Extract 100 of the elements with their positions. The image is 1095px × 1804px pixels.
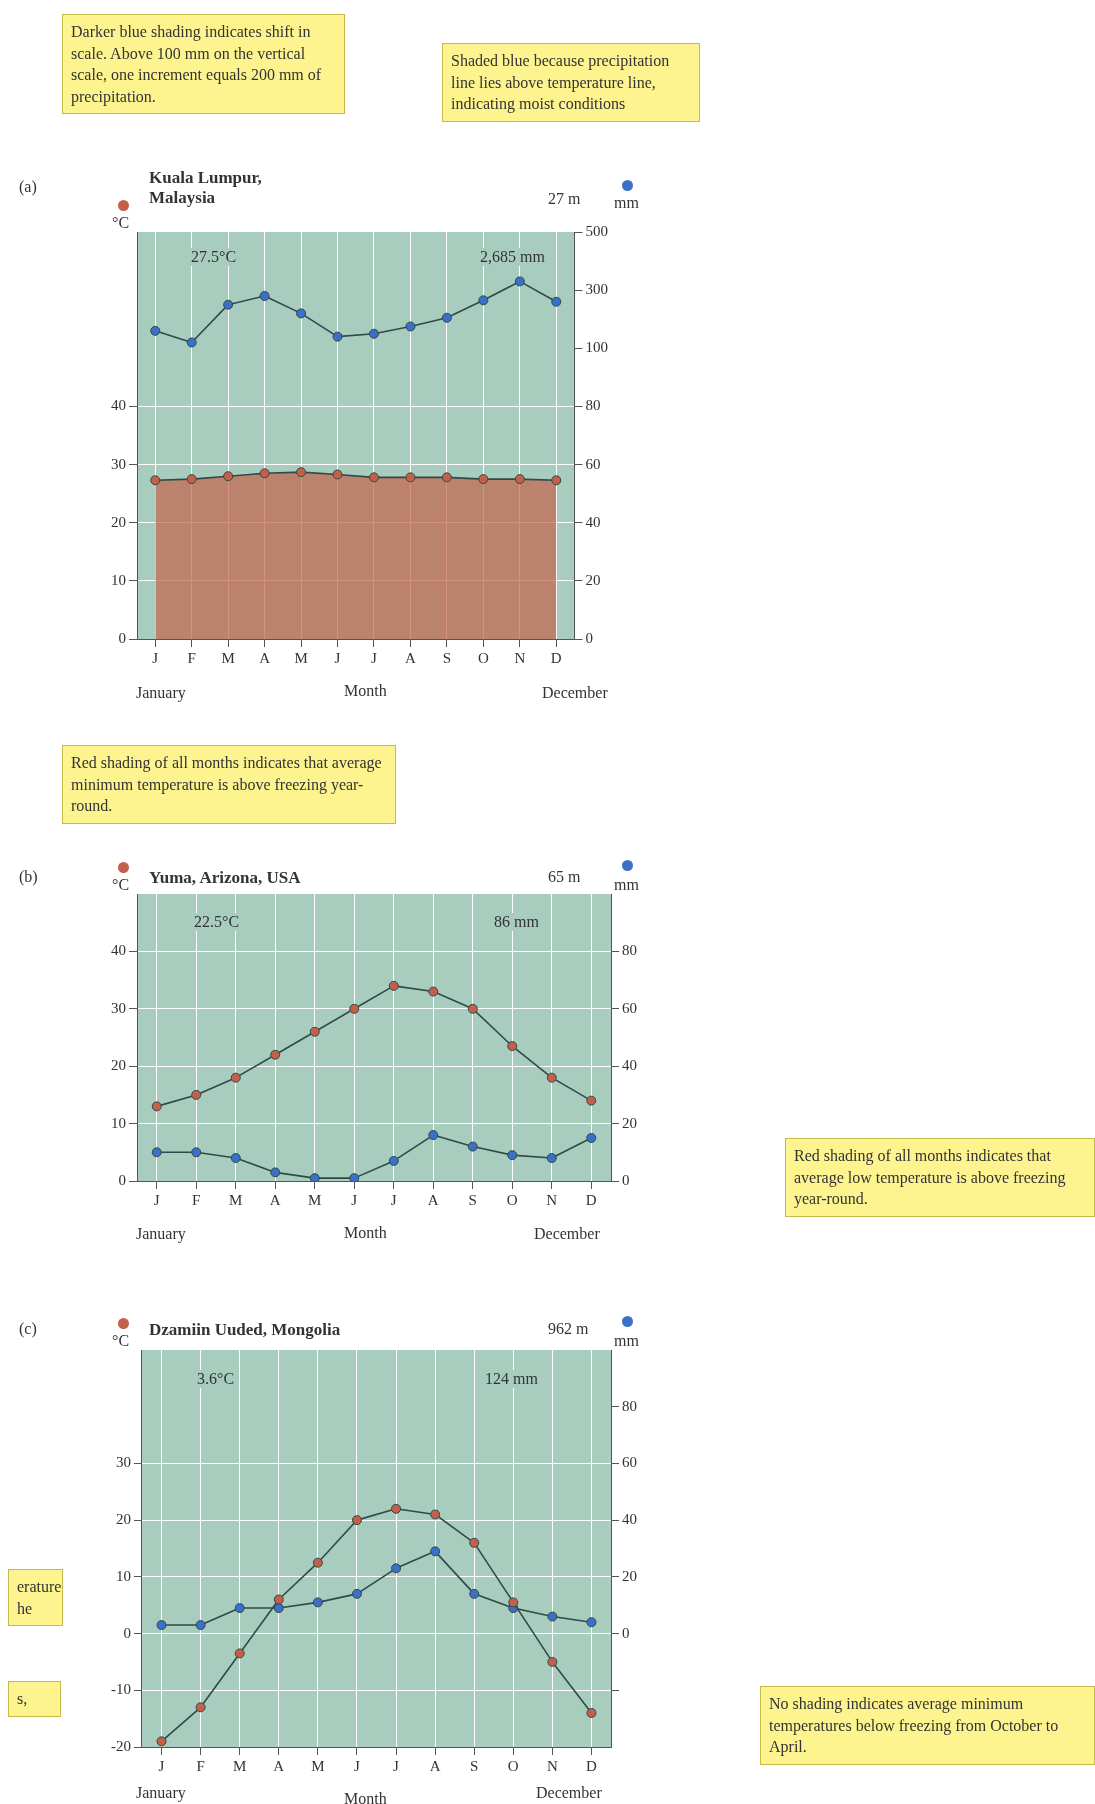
y-axis-title: °C bbox=[112, 1332, 130, 1350]
point bbox=[234, 1648, 245, 1659]
x-tick-label: O bbox=[507, 1757, 519, 1774]
text: December bbox=[541, 684, 609, 702]
text: (c) bbox=[18, 1320, 38, 1338]
y2-axis-title: mm bbox=[614, 1332, 639, 1350]
y-tick-label: 10 bbox=[116, 1567, 131, 1584]
point bbox=[332, 331, 343, 342]
y-tick-label: 30 bbox=[116, 1454, 131, 1471]
y-tick-label: -20 bbox=[111, 1737, 131, 1754]
point bbox=[430, 1546, 441, 1557]
chart-title: Dzamiin Uuded, Mongolia bbox=[149, 1320, 341, 1340]
x-tick-label: S bbox=[442, 649, 452, 666]
x-tick-label: J bbox=[351, 1191, 358, 1208]
point bbox=[547, 1656, 558, 1667]
text: January bbox=[135, 1225, 187, 1243]
y2-tick-label: 0 bbox=[585, 629, 593, 646]
x-tick-label: A bbox=[259, 649, 271, 666]
y2-tick-label: 0 bbox=[622, 1624, 630, 1641]
point bbox=[349, 1003, 360, 1014]
y2-tick-label: 40 bbox=[622, 1511, 637, 1528]
x-tick-label: J bbox=[158, 1757, 165, 1774]
text: Red shading of all months indicates that average low temperature is above freezing year-round. bbox=[785, 1138, 1095, 1217]
chart-subtitle: 962 m bbox=[548, 1320, 589, 1338]
text: December bbox=[535, 1784, 603, 1802]
x-tick-label: A bbox=[429, 1757, 441, 1774]
x-tick-label: M bbox=[233, 1757, 247, 1774]
y-tick-label: 30 bbox=[111, 455, 126, 472]
point bbox=[551, 296, 562, 307]
x-tick-label: J bbox=[152, 649, 159, 666]
chart-subtitle: 65 m bbox=[548, 868, 581, 886]
x-tick-label: J bbox=[393, 1757, 400, 1774]
annotation: 86 mm bbox=[492, 913, 541, 931]
text: December bbox=[533, 1225, 601, 1243]
text: s, bbox=[8, 1681, 61, 1717]
point bbox=[195, 1620, 206, 1631]
y2-tick-label: 80 bbox=[622, 1397, 637, 1414]
x-tick-label: A bbox=[427, 1191, 439, 1208]
point bbox=[186, 337, 197, 348]
point bbox=[467, 1003, 478, 1014]
point bbox=[195, 1702, 206, 1713]
chart-subtitle: 27 m bbox=[548, 190, 581, 208]
point bbox=[312, 1597, 323, 1608]
point bbox=[586, 1095, 597, 1106]
point bbox=[514, 474, 525, 485]
y2-tick-label: 40 bbox=[622, 1057, 637, 1074]
y2-tick-label: 80 bbox=[585, 397, 601, 414]
y-tick-label: 0 bbox=[118, 1171, 126, 1188]
y2-tick-label: 60 bbox=[585, 455, 601, 472]
text: January bbox=[135, 684, 187, 702]
text: No shading indicates average minimum temperatures below freezing from October to April. bbox=[760, 1686, 1095, 1765]
point bbox=[405, 472, 416, 483]
annotation: 27.5°C bbox=[189, 248, 239, 266]
point bbox=[312, 1557, 323, 1568]
x-tick-label: A bbox=[273, 1757, 285, 1774]
point bbox=[368, 472, 379, 483]
x-axis-title: Month bbox=[344, 1224, 387, 1242]
x-tick-label: N bbox=[546, 1191, 558, 1208]
y3-tick-label: 500 bbox=[585, 222, 608, 239]
x-tick-label: D bbox=[585, 1191, 597, 1208]
point bbox=[332, 469, 343, 480]
y2-tick-label: 60 bbox=[622, 1454, 637, 1471]
point bbox=[223, 299, 234, 310]
point bbox=[469, 1588, 480, 1599]
point bbox=[405, 321, 416, 332]
x-axis-title: Month bbox=[344, 1790, 387, 1804]
x-tick-label: J bbox=[334, 649, 341, 666]
x-tick-label: F bbox=[196, 1757, 205, 1774]
point bbox=[150, 325, 161, 336]
annotation: 124 mm bbox=[483, 1370, 540, 1388]
point bbox=[586, 1617, 597, 1628]
x-tick-label: O bbox=[506, 1191, 518, 1208]
y-tick-label: 0 bbox=[123, 1624, 131, 1641]
x-tick-label: M bbox=[311, 1757, 325, 1774]
x-tick-label: J bbox=[354, 1757, 361, 1774]
y2-tick-label: 0 bbox=[622, 1171, 630, 1188]
point bbox=[388, 980, 399, 991]
y-tick-label: 40 bbox=[111, 397, 126, 414]
point bbox=[259, 290, 270, 301]
y2-tick-label: 20 bbox=[585, 571, 601, 588]
x-tick-label: N bbox=[546, 1757, 558, 1774]
x-tick-label: A bbox=[405, 649, 417, 666]
y-tick-label: 10 bbox=[111, 1114, 126, 1131]
y-tick-label: 0 bbox=[118, 629, 126, 646]
x-tick-label: O bbox=[477, 649, 489, 666]
y-tick-label: 20 bbox=[116, 1511, 131, 1528]
y3-tick-label: 100 bbox=[585, 339, 608, 356]
point bbox=[391, 1503, 402, 1514]
x-tick-label: S bbox=[468, 1191, 477, 1208]
x-tick-label: F bbox=[192, 1191, 201, 1208]
point bbox=[156, 1736, 167, 1747]
point bbox=[186, 474, 197, 485]
y-tick-label: 20 bbox=[111, 513, 126, 530]
point bbox=[430, 1509, 441, 1520]
point bbox=[156, 1620, 167, 1631]
y2-tick-label: 60 bbox=[622, 999, 637, 1016]
point bbox=[508, 1597, 519, 1608]
y-axis-title: °C bbox=[112, 214, 130, 232]
y2-tick-label: 40 bbox=[585, 513, 601, 530]
annotation: 22.5°C bbox=[192, 913, 242, 931]
